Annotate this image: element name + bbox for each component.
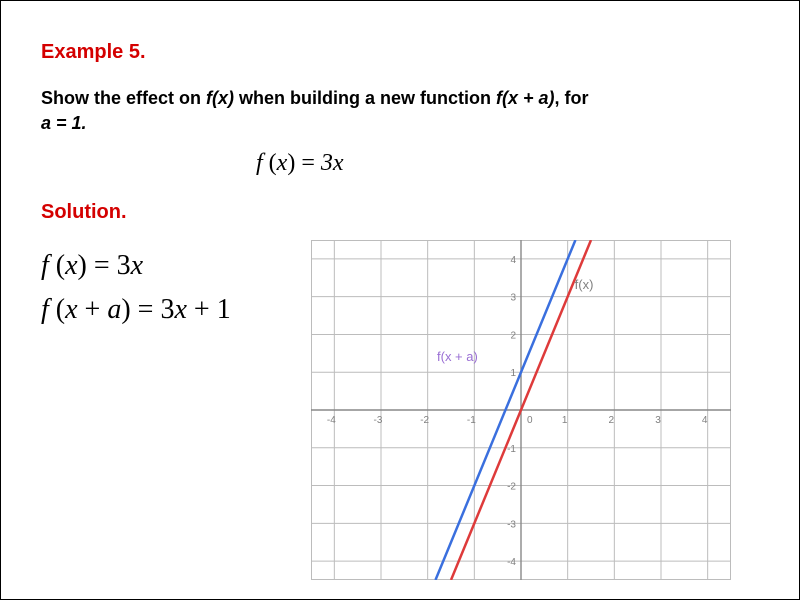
svg-text:2: 2 bbox=[510, 331, 516, 342]
svg-text:-4: -4 bbox=[327, 415, 336, 426]
svg-text:-2: -2 bbox=[420, 415, 429, 426]
problem-text-3: , for bbox=[555, 88, 589, 108]
svg-text:1: 1 bbox=[562, 415, 568, 426]
svg-text:2: 2 bbox=[609, 415, 615, 426]
svg-text:4: 4 bbox=[510, 255, 516, 266]
svg-text:-4: -4 bbox=[507, 557, 516, 568]
svg-text:-3: -3 bbox=[507, 520, 516, 531]
svg-text:f(x + a): f(x + a) bbox=[437, 349, 478, 364]
solution-equations: f (x) = 3x f (x + a) = 3x + 1 bbox=[41, 240, 291, 331]
problem-text-1: Show the effect on bbox=[41, 88, 206, 108]
solution-title: Solution. bbox=[41, 201, 759, 224]
problem-line2: a = 1. bbox=[41, 113, 87, 133]
svg-text:1: 1 bbox=[510, 369, 516, 380]
problem-text-2: when building a new function bbox=[234, 88, 496, 108]
svg-text:4: 4 bbox=[702, 415, 708, 426]
svg-text:-1: -1 bbox=[467, 415, 476, 426]
function-chart: -4 -3 -2 -1 0 1 2 3 4 -4 -3 -2 -1 1 2 3 4 f(x) f(x + a) bbox=[311, 240, 731, 580]
svg-text:0: 0 bbox=[527, 415, 533, 426]
svg-text:-2: -2 bbox=[507, 482, 516, 493]
svg-text:3: 3 bbox=[510, 293, 516, 304]
solution-eq2: f (x + a) = 3x + 1 bbox=[41, 288, 291, 331]
center-equation: f (x) = 3x bbox=[41, 150, 759, 177]
svg-text:3: 3 bbox=[655, 415, 661, 426]
svg-text:f(x): f(x) bbox=[575, 277, 594, 292]
svg-text:-1: -1 bbox=[507, 444, 516, 455]
problem-fx: f(x) bbox=[206, 88, 234, 108]
svg-text:-3: -3 bbox=[374, 415, 383, 426]
example-title: Example 5. bbox=[41, 41, 759, 64]
problem-statement: Show the effect on f(x) when building a … bbox=[41, 86, 759, 136]
solution-eq1: f (x) = 3x bbox=[41, 244, 291, 287]
chart-svg: -4 -3 -2 -1 0 1 2 3 4 -4 -3 -2 -1 1 2 3 4 f(x) f(x + a) bbox=[311, 240, 731, 580]
problem-fxa: f(x + a) bbox=[496, 88, 555, 108]
